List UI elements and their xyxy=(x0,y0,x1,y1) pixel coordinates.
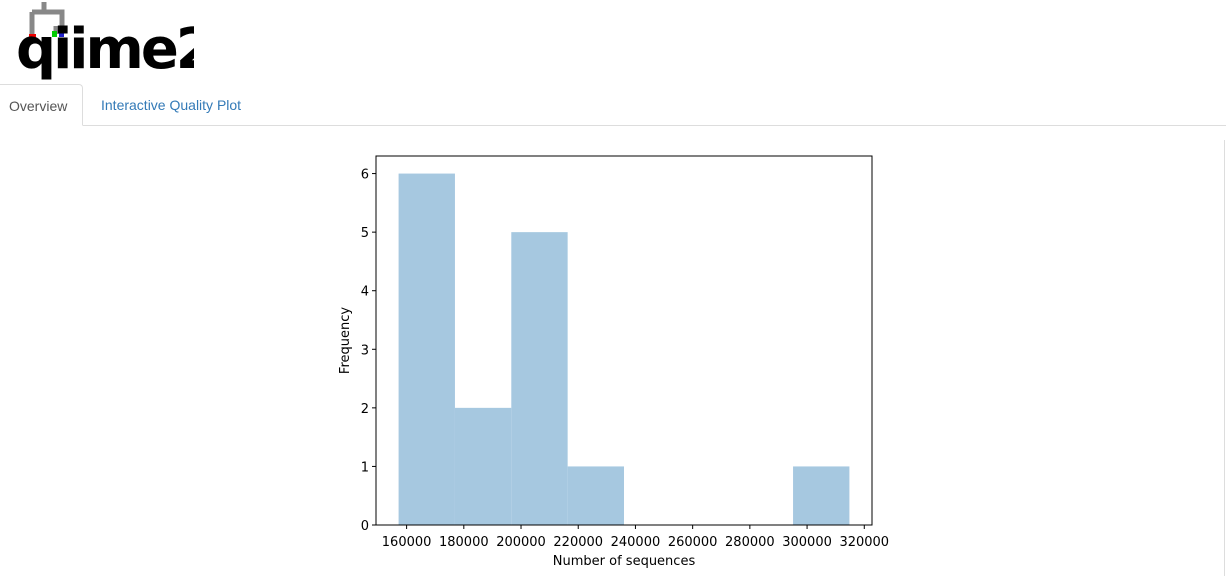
y-tick-label: 2 xyxy=(361,402,369,417)
y-tick-label: 5 xyxy=(361,226,369,241)
x-tick-label: 260000 xyxy=(668,535,718,550)
bar xyxy=(567,466,624,525)
y-tick-label: 4 xyxy=(361,285,369,300)
y-tick-label: 6 xyxy=(361,168,369,183)
x-tick-label: 320000 xyxy=(839,535,889,550)
bar xyxy=(398,173,455,526)
logo-icon xyxy=(29,2,65,34)
logo-text: qiime2 xyxy=(16,17,194,80)
y-tick-label: 3 xyxy=(361,343,369,358)
x-tick-label: 160000 xyxy=(382,535,432,550)
x-tick-label: 220000 xyxy=(553,535,603,550)
x-tick-label: 280000 xyxy=(725,535,775,550)
bar xyxy=(793,466,850,525)
tab-bar: Overview Interactive Quality Plot xyxy=(0,84,1226,126)
bar xyxy=(454,407,512,525)
plot-frame xyxy=(375,155,873,526)
x-tick-label: 180000 xyxy=(439,535,489,550)
tab[interactable]: Interactive Quality Plot xyxy=(101,97,242,113)
x-tick-label: 240000 xyxy=(611,535,661,550)
x-axis-label: Number of sequences xyxy=(553,554,696,569)
y-tick-label: 1 xyxy=(361,460,369,475)
frame-border xyxy=(1224,140,1225,576)
y-axis-label: Frequency xyxy=(338,307,353,374)
logo-icon xyxy=(59,31,64,37)
logo-icon xyxy=(52,31,57,37)
tab[interactable]: Overview xyxy=(0,84,83,126)
y-tick-label: 0 xyxy=(361,519,369,534)
x-tick-label: 200000 xyxy=(496,535,546,550)
x-tick-label: 300000 xyxy=(782,535,832,550)
logo-icon xyxy=(29,34,36,40)
logo: qiime2 xyxy=(16,2,194,80)
bar xyxy=(511,232,568,525)
